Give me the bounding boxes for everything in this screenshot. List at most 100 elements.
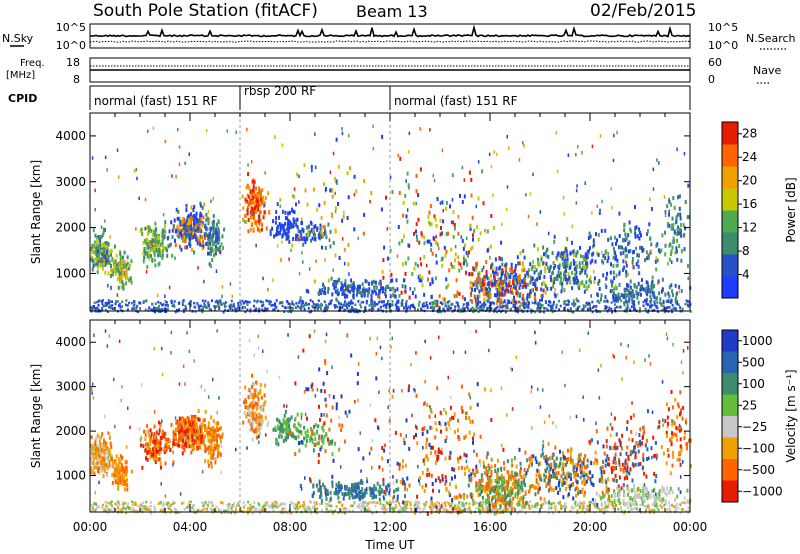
- velocity-cell: [542, 502, 545, 506]
- power-cell: [301, 301, 304, 305]
- power-cell: [632, 290, 635, 295]
- power-cell: [647, 303, 649, 306]
- velocity-cell: [653, 511, 655, 514]
- power-cell: [291, 308, 294, 312]
- power-cell: [322, 233, 325, 238]
- power-cell: [528, 302, 530, 305]
- power-cell: [335, 179, 338, 184]
- power-cell: [162, 244, 164, 249]
- power-cell: [402, 213, 405, 218]
- power-cell: [309, 310, 312, 314]
- velocity-cell: [360, 502, 363, 506]
- power-cell: [365, 300, 368, 305]
- velocity-cell: [441, 502, 444, 505]
- power-cell: [290, 248, 292, 253]
- power-cell: [303, 303, 306, 307]
- velocity-cell: [153, 444, 156, 449]
- velocity-cell: [160, 447, 163, 452]
- power-cell: [314, 303, 317, 306]
- power-cell: [335, 297, 338, 302]
- power-cell: [482, 291, 485, 296]
- power-cell: [622, 259, 625, 264]
- power-cell: [125, 268, 128, 273]
- power-cell: [284, 210, 287, 215]
- velocity-cell: [496, 508, 499, 512]
- power-cell: [129, 276, 132, 281]
- power-cell: [184, 231, 187, 236]
- power-cell: [592, 269, 595, 274]
- power-cell: [255, 200, 258, 205]
- power-cell: [477, 196, 480, 201]
- power-cell: [203, 279, 205, 284]
- power-cell: [568, 266, 571, 270]
- velocity-cell: [157, 420, 160, 425]
- velocity-cell: [617, 507, 620, 511]
- power-cell: [341, 284, 344, 289]
- power-cell: [591, 144, 594, 149]
- power-cell: [246, 208, 249, 213]
- power-cell: [327, 289, 330, 294]
- velocity-cell: [101, 468, 104, 473]
- power-cell: [205, 218, 208, 223]
- power-cell: [164, 308, 167, 311]
- power-cell: [173, 305, 176, 308]
- velocity-cell: [166, 445, 168, 450]
- power-cell: [215, 269, 218, 273]
- power-cell: [119, 275, 122, 280]
- power-cell: [101, 302, 104, 306]
- power-cell: [125, 281, 128, 286]
- power-cell: [156, 236, 159, 241]
- velocity-cell: [149, 448, 152, 452]
- velocity-cell: [548, 505, 551, 509]
- velocity-cell: [479, 511, 482, 515]
- power-cell: [100, 234, 103, 239]
- velocity-cell: [352, 509, 355, 513]
- velocity-cell: [506, 503, 509, 507]
- power-cell: [105, 254, 108, 259]
- power-cell: [193, 204, 196, 209]
- velocity-cell: [358, 506, 361, 509]
- velocity-cell: [585, 508, 588, 511]
- power-cell: [122, 283, 125, 288]
- power-cell: [154, 306, 157, 310]
- power-cell: [197, 219, 200, 224]
- power-cell: [651, 285, 654, 290]
- velocity-cell: [165, 448, 168, 453]
- power-cell: [492, 269, 494, 274]
- power-cell: [212, 219, 215, 224]
- power-cell: [619, 245, 622, 250]
- power-cell: [653, 300, 656, 303]
- power-cell: [151, 258, 154, 263]
- velocity-cell: [159, 424, 162, 429]
- power-cell: [346, 284, 349, 289]
- power-cell: [175, 308, 178, 312]
- power-cell: [463, 261, 465, 266]
- velocity-cell: [230, 507, 233, 510]
- power-cell: [145, 299, 148, 303]
- power-cell: [621, 245, 624, 250]
- power-cell: [508, 283, 511, 288]
- velocity-cell: [629, 503, 632, 507]
- power-cell: [178, 227, 181, 232]
- power-cell: [445, 206, 447, 211]
- power-cell: [671, 289, 674, 294]
- power-cell: [184, 245, 187, 250]
- power-cell: [671, 260, 673, 264]
- power-cell: [441, 200, 444, 205]
- power-cell: [552, 284, 555, 289]
- power-cell: [106, 303, 109, 307]
- power-cell: [564, 257, 566, 262]
- power-cell: [237, 304, 240, 308]
- velocity-cell: [170, 422, 173, 427]
- power-cell: [650, 297, 653, 302]
- velocity-cell: [661, 506, 664, 509]
- power-cell: [678, 290, 680, 294]
- power-cell: [109, 235, 111, 239]
- power-cell: [676, 227, 679, 232]
- power-cell: [556, 277, 559, 281]
- power-cell: [596, 251, 599, 256]
- power-cell: [671, 216, 674, 221]
- power-cell: [642, 287, 645, 292]
- power-cell: [597, 281, 600, 286]
